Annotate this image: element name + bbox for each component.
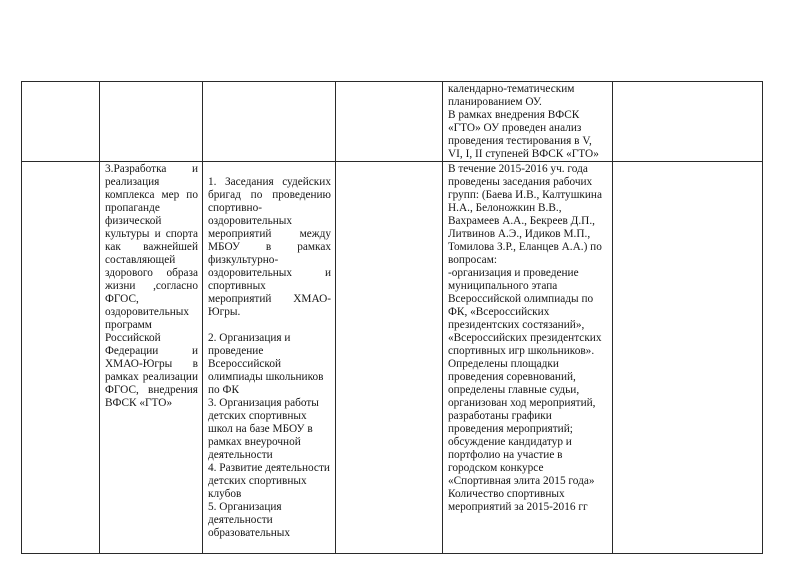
col6-empty-cell: [612, 81, 763, 162]
activity-report-table: календарно-тематическим планированием ОУ…: [21, 81, 763, 554]
events-list-cell: 1. Заседания судейских бригад по проведе…: [202, 161, 336, 554]
col4-empty-cell: [335, 161, 443, 554]
table-row-item3: 3.Разработка и реализация комплекса мер …: [21, 161, 763, 554]
col2-empty-cell: [99, 81, 203, 162]
col3-empty-cell: [202, 81, 336, 162]
table-row-continued: календарно-тематическим планированием ОУ…: [21, 81, 763, 162]
col6-empty-cell: [612, 161, 763, 554]
row-number-empty-cell: [21, 161, 100, 554]
events-list-first-paragraph: 1. Заседания судейских бригад по проведе…: [208, 176, 331, 318]
col4-empty-cell: [335, 81, 443, 162]
activity-description-cell: 3.Разработка и реализация комплекса мер …: [99, 161, 203, 554]
col1-empty-cell: [21, 81, 100, 162]
results-continued-cell: календарно-тематическим планированием ОУ…: [442, 81, 613, 162]
results-cell: В течение 2015-2016 уч. года проведены з…: [442, 161, 613, 554]
events-list-items: 2. Организация и проведение Всероссийско…: [208, 332, 330, 539]
